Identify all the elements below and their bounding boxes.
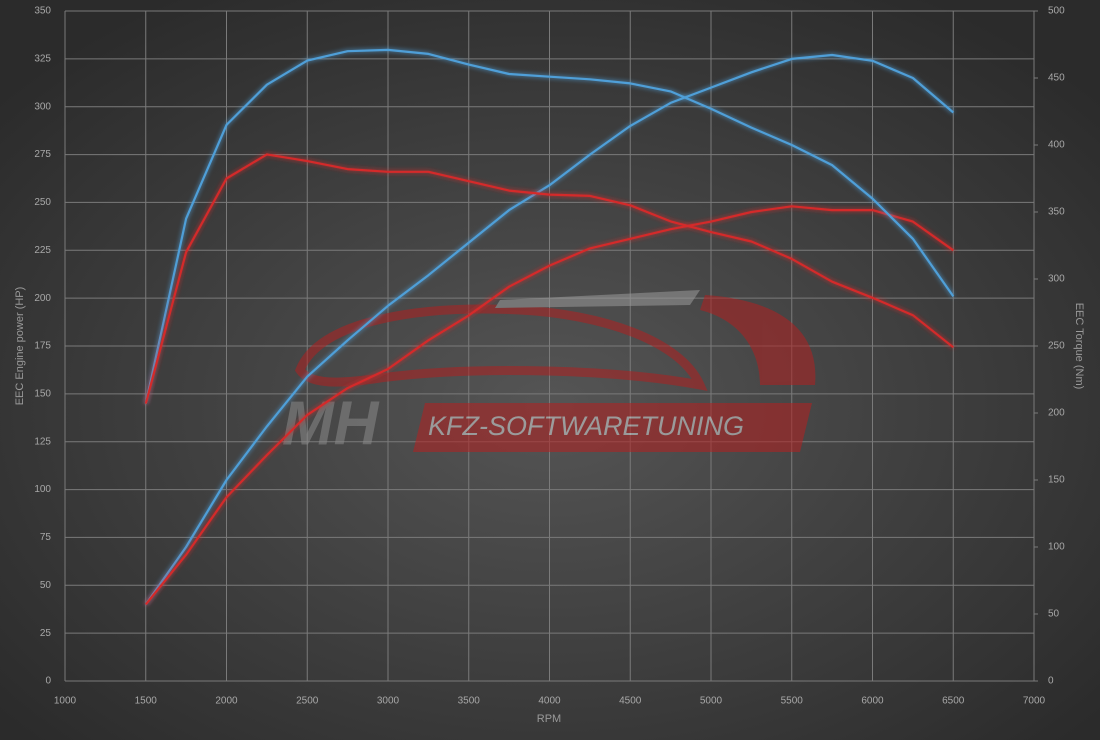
x-tick-label: 2000 <box>215 696 238 707</box>
y-axis-title: EEC Engine power (HP) <box>14 287 26 406</box>
y-tick-label: 200 <box>34 293 51 304</box>
y-tick-label: 125 <box>34 436 51 447</box>
y2-tick-label: 350 <box>1048 207 1065 218</box>
y-tick-label: 100 <box>34 484 51 495</box>
y-tick-label: 175 <box>34 341 51 352</box>
series-line <box>144 48 955 404</box>
logo-text: KFZ-SOFTWARETUNING <box>428 411 744 441</box>
x-tick-label: 5500 <box>781 696 804 707</box>
watermark: MH KFZ-SOFTWARETUNING <box>282 290 816 458</box>
x-tick-label: 2500 <box>296 696 319 707</box>
logo-swoosh <box>700 295 816 385</box>
x-tick-label: 6000 <box>861 696 884 707</box>
y2-tick-label: 200 <box>1048 408 1065 419</box>
y-tick-label: 50 <box>40 580 52 591</box>
logo-banner <box>413 403 812 452</box>
y2-tick-label: 150 <box>1048 475 1065 486</box>
x-tick-label: 4500 <box>619 696 642 707</box>
x-tick-label: 6500 <box>942 696 965 707</box>
y2-tick-label: 0 <box>1048 676 1054 687</box>
x-tick-label: 1500 <box>135 696 158 707</box>
y2-tick-label: 500 <box>1048 6 1065 17</box>
y2-tick-label: 400 <box>1048 140 1065 151</box>
x-tick-label: 1000 <box>54 696 77 707</box>
y-tick-label: 150 <box>34 388 51 399</box>
y-tick-label: 25 <box>40 628 52 639</box>
x-axis-title: RPM <box>537 713 561 725</box>
y-tick-label: 275 <box>34 149 51 160</box>
logo-stripe <box>495 290 700 308</box>
y2-axis-title: EEC Torque (Nm) <box>1073 303 1085 390</box>
y-tick-label: 0 <box>45 676 51 687</box>
y2-tick-label: 100 <box>1048 542 1065 553</box>
logo-car <box>294 304 708 392</box>
x-tick-label: 3500 <box>458 696 481 707</box>
y-tick-label: 225 <box>34 245 51 256</box>
series-line <box>144 53 955 606</box>
x-tick-label: 4000 <box>538 696 561 707</box>
series-line <box>144 153 954 404</box>
y-tick-label: 300 <box>34 101 51 112</box>
y2-tick-label: 450 <box>1048 73 1065 84</box>
y2-tick-label: 50 <box>1048 609 1060 620</box>
y-tick-label: 325 <box>34 53 51 64</box>
y-tick-label: 75 <box>40 532 52 543</box>
x-tick-label: 3000 <box>377 696 400 707</box>
x-tick-label: 7000 <box>1023 696 1046 707</box>
y-tick-label: 250 <box>34 197 51 208</box>
x-tick-label: 5000 <box>700 696 723 707</box>
series-line <box>144 205 954 606</box>
y2-tick-label: 250 <box>1048 341 1065 352</box>
y2-tick-label: 300 <box>1048 274 1065 285</box>
y-tick-label: 350 <box>34 6 51 17</box>
